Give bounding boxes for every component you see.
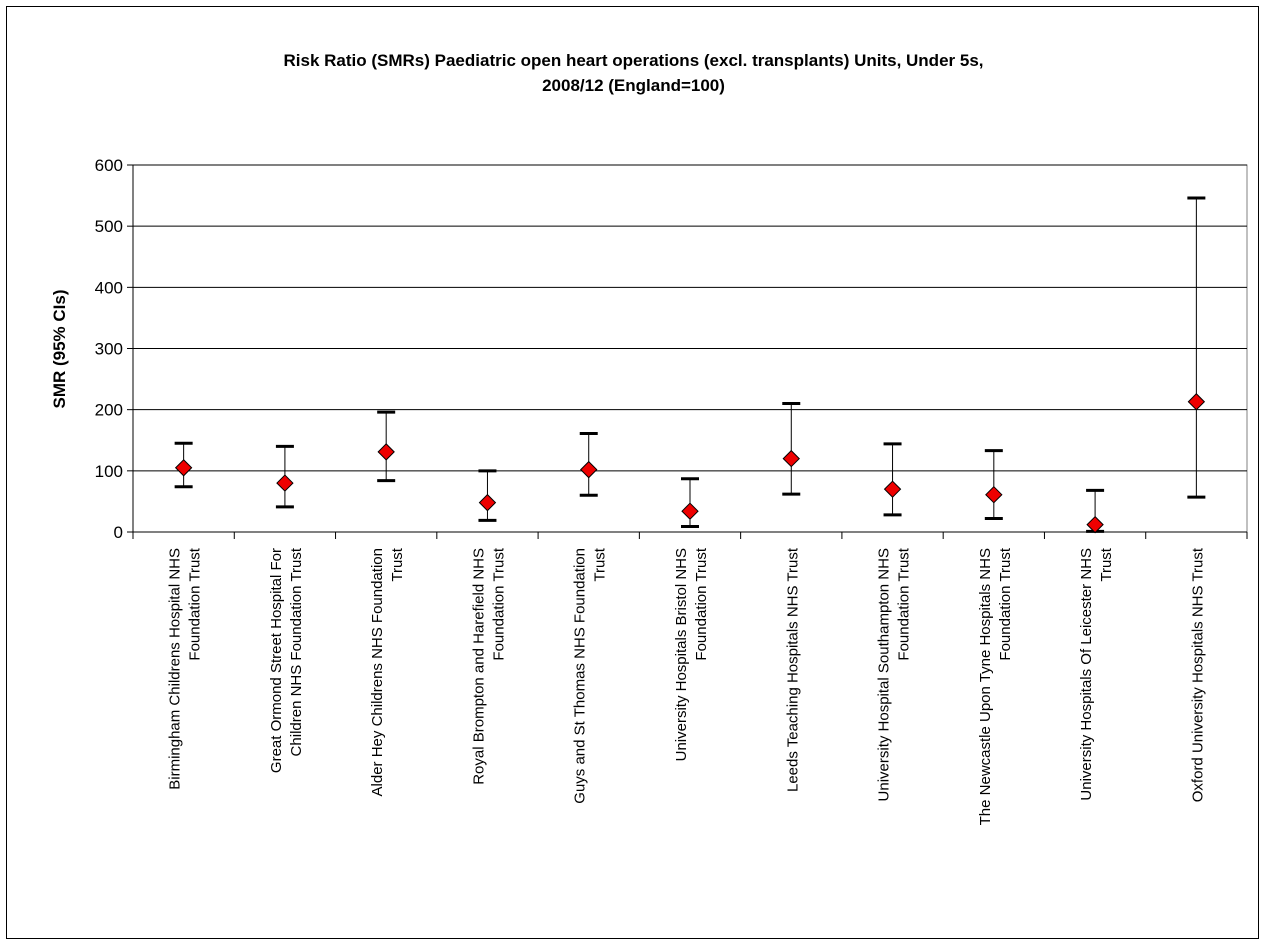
- x-category-label-line: Foundation Trust: [693, 547, 710, 660]
- x-category-label: Great Ormond Street Hospital For Children…: [268, 547, 305, 773]
- x-category-label-line: Guys and St Thomas NHS Foundation: [572, 548, 589, 804]
- y-tick-label: 300: [95, 340, 123, 359]
- smr-markers: [174, 393, 1206, 534]
- x-category-label-line: Children NHS Foundation Trust: [288, 547, 305, 756]
- x-category-label-line: University Hospitals Of Leicester NHS: [1078, 548, 1095, 801]
- x-category-label: Alder Hey Childrens NHS Foundation Trust: [369, 547, 406, 796]
- y-tick-label: 600: [95, 156, 123, 175]
- x-category-label-line: Foundation Trust: [896, 547, 913, 660]
- x-category-label-line: Great Ormond Street Hospital For: [268, 548, 285, 773]
- x-category-label-line: University Hospitals Bristol NHS: [673, 548, 690, 761]
- smr-marker: [276, 474, 294, 492]
- smr-marker: [1086, 515, 1104, 534]
- x-category-labels: Birmingham Childrens Hospital NHS Foundat…: [167, 547, 1207, 825]
- x-category-label: Guys and St Thomas NHS Foundation Trust: [572, 547, 609, 804]
- x-category-label-line: Leeds Teaching Hospitals NHS Trust: [784, 547, 801, 792]
- smr-marker: [985, 485, 1003, 504]
- smr-marker: [681, 502, 699, 520]
- y-tick-label: 200: [95, 401, 123, 420]
- x-category-label: University Hospital Southampton NHS Found…: [876, 547, 913, 801]
- x-category-label: Royal Brompton and Harefield NHS Foundati…: [470, 547, 507, 785]
- x-category-label: Leeds Teaching Hospitals NHS Trust: [784, 547, 801, 792]
- y-tick-label: 400: [95, 278, 123, 297]
- smr-marker: [174, 459, 193, 477]
- x-category-label-line: Trust: [592, 547, 609, 581]
- x-category-label: Birmingham Childrens Hospital NHS Foundat…: [167, 547, 204, 790]
- y-tick-label: 0: [114, 523, 123, 542]
- chart-title: Risk Ratio (SMRs) Paediatric open heart …: [120, 48, 1147, 98]
- y-tick-label: 100: [95, 462, 123, 481]
- x-category-label-line: Trust: [389, 547, 406, 581]
- chart-title-line-1: Risk Ratio (SMRs) Paediatric open heart …: [283, 51, 984, 70]
- x-category-label-line: Alder Hey Childrens NHS Foundation: [369, 548, 386, 796]
- smr-marker: [377, 443, 395, 461]
- smr-marker: [883, 480, 902, 498]
- gridlines: [133, 164, 1247, 472]
- x-category-label-line: The Newcastle Upon Tyne Hospitals NHS: [977, 548, 994, 825]
- x-category-label-line: Foundation Trust: [490, 547, 507, 660]
- smr-marker: [782, 449, 800, 468]
- x-category-label: Oxford University Hospitals NHS Trust: [1189, 547, 1206, 802]
- axes: [127, 164, 1248, 539]
- y-tick-labels: 0 100 200 300 400 500 600: [95, 156, 123, 542]
- x-category-label-line: Trust: [1098, 547, 1115, 581]
- smr-marker: [580, 460, 598, 479]
- x-category-label-line: Foundation Trust: [187, 547, 204, 660]
- x-category-label-line: Foundation Trust: [997, 547, 1014, 660]
- smr-marker: [1187, 393, 1206, 411]
- chart-title-line-2: 2008/12 (England=100): [542, 76, 725, 95]
- x-category-label: University Hospitals Of Leicester NHS Tru…: [1078, 547, 1115, 800]
- x-category-label-line: University Hospital Southampton NHS: [876, 548, 893, 801]
- x-category-label-line: Birmingham Childrens Hospital NHS: [167, 548, 184, 790]
- error-bars: [174, 196, 1206, 533]
- y-tick-label: 500: [95, 217, 123, 236]
- x-category-label: The Newcastle Upon Tyne Hospitals NHS Fou…: [977, 547, 1014, 825]
- y-axis-label: SMR (95% CIs): [50, 289, 69, 408]
- x-category-label-line: Oxford University Hospitals NHS Trust: [1189, 547, 1206, 802]
- x-category-label: University Hospitals Bristol NHS Foundati…: [673, 547, 710, 761]
- smr-marker: [478, 493, 497, 512]
- x-category-label-line: Royal Brompton and Harefield NHS: [470, 548, 487, 785]
